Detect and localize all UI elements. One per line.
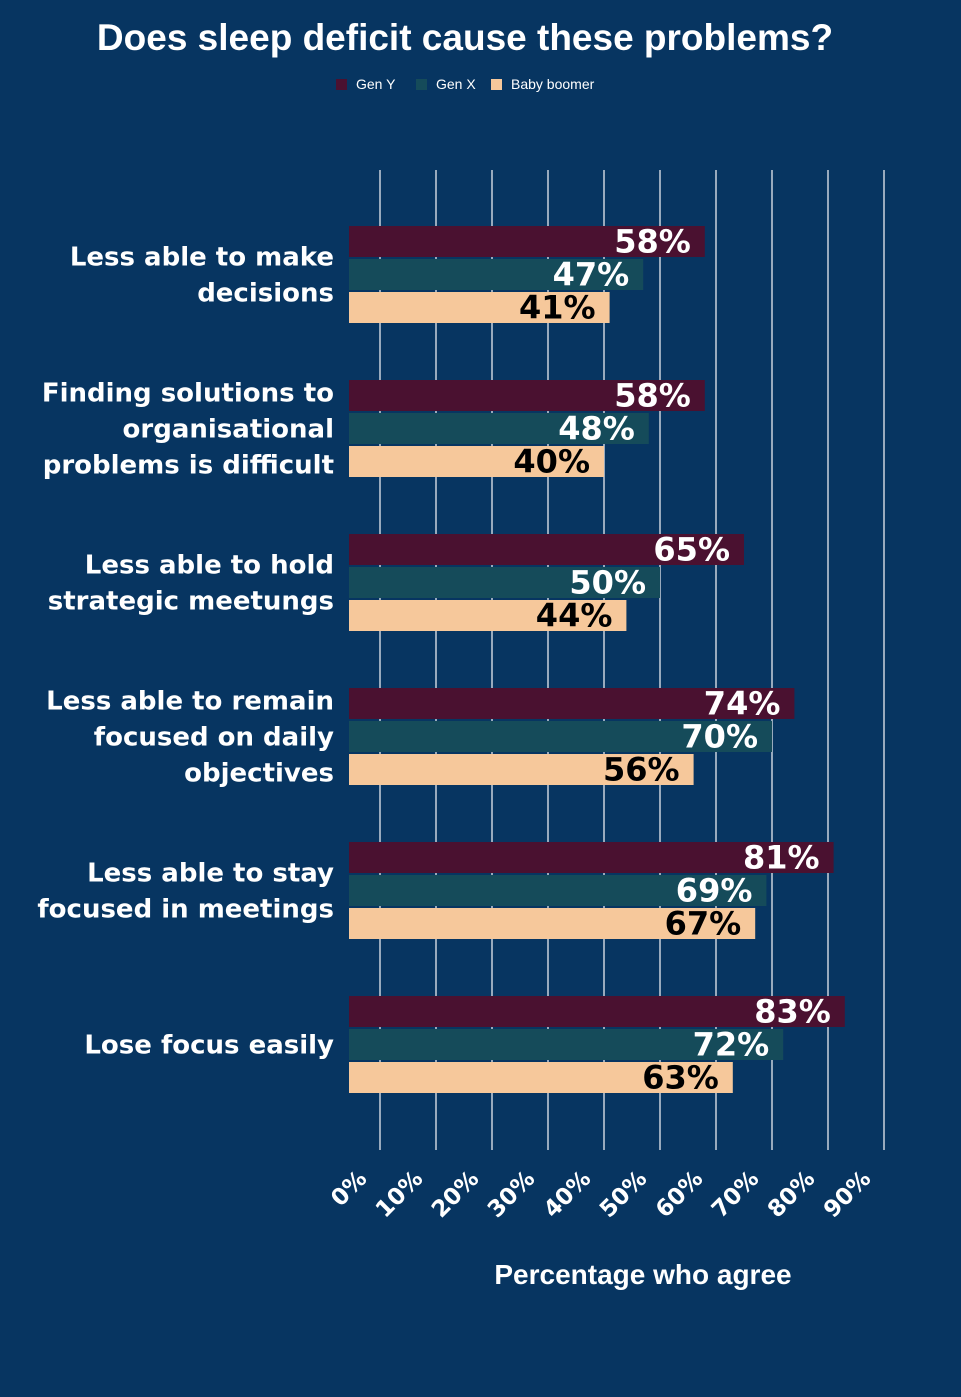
bar (349, 413, 649, 444)
bar (349, 446, 604, 477)
data-label: 69% (676, 872, 753, 910)
category-labels: Less able to make decisions Finding soluti… (37, 243, 334, 1061)
data-label: 67% (665, 905, 742, 943)
category-label-line: problems is difficult (43, 451, 334, 481)
x-tick-label: 50% (595, 1166, 652, 1223)
bar (349, 600, 627, 631)
bar (349, 259, 644, 290)
bar (349, 226, 705, 257)
bar (349, 754, 694, 785)
x-tick-label: 10% (371, 1166, 428, 1223)
x-tick-label: 40% (539, 1166, 596, 1223)
x-tick-label: 20% (427, 1166, 484, 1223)
data-label: 63% (642, 1059, 719, 1097)
bar (349, 1029, 784, 1060)
category-label: Less able to make decisions (70, 243, 334, 309)
category-label-line: strategic meetungs (48, 587, 334, 617)
bar (349, 534, 744, 565)
category-label-line: Less able to stay (87, 859, 334, 889)
data-label: 56% (603, 751, 680, 789)
legend: Gen Y Gen X Baby boomer (336, 76, 595, 92)
category-label: Less able to stay focused in meetings (37, 859, 334, 925)
bar (349, 908, 756, 939)
bar (349, 380, 705, 411)
bar (349, 1062, 733, 1093)
bars: 58%47%41%58%48%40%65%50%44%74%70%56%81%6… (349, 223, 845, 1097)
category-label-line: objectives (184, 759, 334, 789)
chart-title: Does sleep deficit cause these problems? (97, 17, 833, 58)
legend-swatch (416, 79, 427, 90)
data-label: 44% (536, 597, 613, 635)
x-axis-ticks: 0%10%20%30%40%50%60%70%80%90% (326, 1166, 876, 1223)
category-label-line: focused on daily (94, 723, 334, 753)
x-tick-label: 0% (326, 1166, 372, 1212)
data-label: 41% (519, 289, 596, 327)
x-tick-label: 60% (651, 1166, 708, 1223)
data-label: 40% (513, 443, 590, 481)
legend-label: Baby boomer (511, 76, 595, 92)
data-label: 72% (693, 1026, 770, 1064)
bar (349, 996, 845, 1027)
category-label-line: decisions (197, 279, 334, 309)
gridlines (379, 170, 885, 1150)
legend-label: Gen X (436, 76, 476, 92)
x-tick-label: 30% (483, 1166, 540, 1223)
x-tick-label: 90% (819, 1166, 876, 1223)
legend-label: Gen Y (356, 76, 396, 92)
category-label: Lose focus easily (84, 1031, 334, 1061)
category-label-line: organisational (123, 415, 334, 445)
bar (349, 842, 834, 873)
data-label: 58% (614, 223, 691, 261)
category-label-line: focused in meetings (37, 895, 334, 925)
x-axis-title: Percentage who agree (494, 1259, 791, 1290)
category-label-line: Lose focus easily (84, 1031, 334, 1061)
category-label-line: Less able to remain (46, 687, 334, 717)
legend-swatch (336, 79, 347, 90)
data-label: 48% (558, 410, 635, 448)
bar (349, 721, 772, 752)
data-label: 70% (681, 718, 758, 756)
data-label: 47% (553, 256, 630, 294)
x-tick-label: 70% (707, 1166, 764, 1223)
data-label: 58% (614, 377, 691, 415)
category-label: Less able to hold strategic meetungs (48, 551, 334, 617)
bar (349, 875, 767, 906)
bar (349, 292, 610, 323)
category-label-line: Less able to make (70, 243, 334, 273)
bar (349, 567, 660, 598)
data-label: 83% (754, 993, 831, 1031)
bar (349, 688, 795, 719)
legend-swatch (491, 79, 502, 90)
category-label: Less able to remain focused on daily objec… (46, 687, 334, 789)
category-label-line: Finding solutions to (42, 379, 334, 409)
category-label-line: Less able to hold (85, 551, 334, 581)
data-label: 81% (743, 839, 820, 877)
data-label: 65% (653, 531, 730, 569)
data-label: 74% (704, 685, 781, 723)
category-label: Finding solutions to organisational proble… (42, 379, 334, 481)
x-tick-label: 80% (763, 1166, 820, 1223)
data-label: 50% (569, 564, 646, 602)
